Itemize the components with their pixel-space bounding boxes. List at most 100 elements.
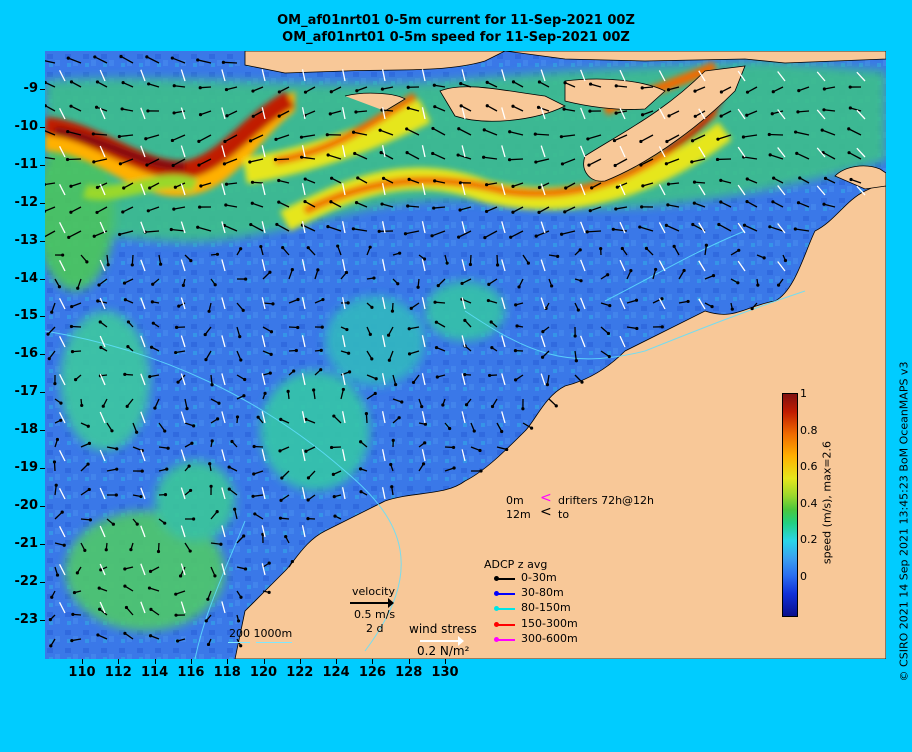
current-vector-head [135, 431, 138, 434]
current-vector-head [406, 151, 409, 154]
current-vector-head [217, 402, 220, 405]
wind-vector [60, 602, 65, 613]
current-vector-head [174, 614, 177, 617]
current-vector-head [500, 430, 503, 433]
wind-vector [620, 184, 625, 195]
current-vector-head [61, 511, 64, 514]
current-vector [276, 135, 289, 139]
current-vector-head [380, 151, 383, 154]
current-vector-head [458, 208, 461, 211]
current-vector-head [123, 584, 126, 587]
current-vector-head [608, 304, 611, 307]
current-vector [434, 207, 445, 208]
current-vector-head [407, 106, 410, 109]
wind-vector [422, 183, 425, 195]
current-vector-head [534, 160, 537, 163]
colorbar-tick-label: 0 [800, 570, 807, 583]
current-vector-head [45, 183, 46, 186]
current-vector [69, 231, 81, 237]
wind-vector [620, 298, 625, 309]
wind-vector [302, 525, 305, 537]
current-vector-head [607, 332, 610, 335]
current-vector-head [769, 153, 772, 156]
drifter-label-top: drifters 72h@12h [558, 494, 654, 507]
wind-vector [100, 298, 105, 309]
wind-vector [222, 411, 225, 423]
wind-vector [141, 222, 145, 233]
bathymetry-200-line [228, 642, 250, 643]
current-vector-head [253, 445, 256, 448]
lon-tick-label: 122 [280, 665, 320, 680]
current-vector-head [667, 88, 670, 91]
current-vector-head [412, 381, 415, 384]
current-vector-head [614, 164, 617, 167]
current-vector-head [599, 247, 602, 250]
current-vector [461, 84, 471, 87]
current-vector-head [70, 305, 73, 308]
current-vector-head [365, 412, 368, 415]
current-vector [640, 227, 653, 231]
wind-vector [462, 145, 465, 157]
current-vector-head [408, 178, 411, 181]
wind-vector [262, 487, 265, 499]
current-vector [694, 203, 705, 207]
wind-vector [302, 145, 305, 157]
current-vector [510, 159, 523, 160]
current-vector-head [92, 160, 95, 163]
current-vector-head [216, 253, 219, 256]
current-vector-head [252, 115, 255, 118]
current-vector-head [394, 383, 397, 386]
current-vector [539, 82, 549, 87]
wind-vector [222, 373, 225, 385]
wind-vector [141, 412, 145, 423]
current-vector-head [80, 404, 83, 407]
current-vector-head [279, 499, 282, 502]
wind-vector [502, 335, 505, 347]
current-vector-head [745, 114, 748, 117]
current-vector-head [242, 534, 245, 537]
wind-vector [302, 411, 305, 423]
current-vector-head [370, 357, 373, 360]
current-vector-head [756, 284, 759, 287]
lat-tick-label: -13 [10, 233, 38, 248]
current-vector-head [423, 257, 426, 260]
wind-vector [502, 183, 505, 195]
current-vector [695, 87, 705, 91]
current-vector [721, 87, 731, 92]
current-vector-head [457, 236, 460, 239]
current-vector-head [102, 405, 105, 408]
wind-vector [659, 70, 665, 81]
current-vector-head [123, 281, 126, 284]
wind-vector [778, 224, 785, 233]
current-vector-head [705, 244, 708, 247]
current-vector [250, 159, 263, 162]
current-vector-head [824, 177, 827, 180]
current-vector-head [666, 203, 669, 206]
current-vector-head [136, 522, 139, 525]
wind-vector [302, 259, 305, 271]
current-vector-head [188, 465, 191, 468]
current-vector-head [693, 181, 696, 184]
wind-vector [699, 261, 705, 271]
current-vector-head [125, 606, 128, 609]
current-vector [306, 87, 315, 92]
lat-tick-label: -21 [10, 536, 38, 551]
current-vector-head [452, 446, 455, 449]
current-vector [536, 231, 549, 236]
current-vector [721, 202, 731, 207]
current-vector-head [326, 225, 329, 228]
current-vector-head [48, 357, 51, 360]
current-vector-head [771, 200, 774, 203]
wind-vector [141, 108, 145, 119]
current-vector-head [321, 326, 324, 329]
current-vector-head [398, 416, 401, 419]
current-vector-head [746, 91, 749, 94]
current-vector-head [251, 202, 254, 205]
current-vector-head [575, 359, 578, 362]
current-vector [669, 87, 679, 90]
lon-tick-label: 116 [171, 665, 211, 680]
current-vector-head [207, 310, 210, 313]
map-panel[interactable] [45, 51, 886, 659]
wind-vector [60, 564, 65, 575]
current-vector-head [76, 287, 79, 290]
